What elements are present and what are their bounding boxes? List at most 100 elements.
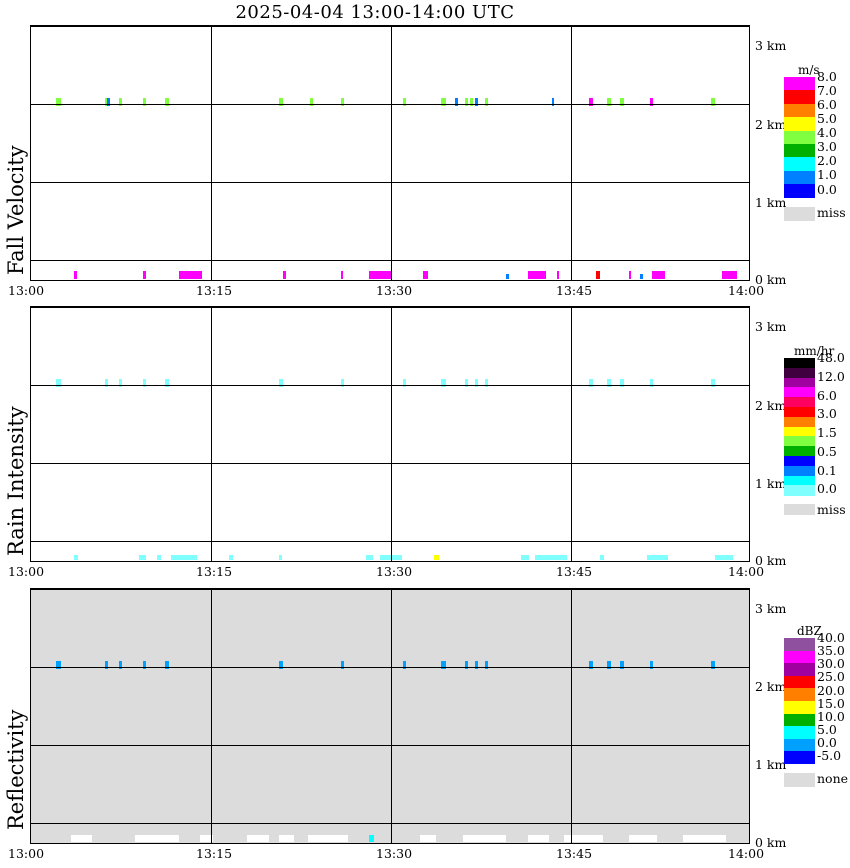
panel-2-xtick-4: 14:00 xyxy=(728,564,765,579)
panel-1-ylabel: Fall Velocity xyxy=(4,145,28,275)
colorbar-band xyxy=(784,650,815,664)
echo-cell-upper xyxy=(107,98,111,107)
colorbar-tick-label: 48.0 xyxy=(817,350,845,365)
colorbar-tick-label: 40.0 xyxy=(817,630,845,645)
echo-cell-upper xyxy=(650,379,654,388)
colorbar-tick-label: 4.0 xyxy=(817,125,837,141)
echo-cell-upper xyxy=(402,661,407,670)
echo-cell-upper xyxy=(310,98,313,107)
colorbar-tick-label: 3.0 xyxy=(817,406,837,422)
gridline-vertical xyxy=(391,589,392,843)
echo-cell-upper xyxy=(619,661,624,670)
echo-cell-surface xyxy=(715,555,733,560)
gridline-horizontal xyxy=(31,385,749,386)
echo-cell-upper xyxy=(619,379,624,388)
colorbar-band xyxy=(784,407,815,418)
echo-cell-surface xyxy=(563,835,604,842)
colorbar-tick-label: 1.0 xyxy=(817,167,837,183)
echo-cell-upper xyxy=(56,98,61,107)
echo-cell-surface xyxy=(535,555,568,560)
echo-cell-upper xyxy=(164,98,170,107)
colorbar-band xyxy=(784,416,815,428)
colorbar-tick-label: 3.0 xyxy=(817,139,837,155)
panel-1-ytick-2km: 2 km xyxy=(755,117,787,132)
echo-cell-upper xyxy=(105,661,109,670)
colorbar-tick-label: 6.0 xyxy=(817,97,837,113)
echo-cell-upper xyxy=(484,98,489,107)
colorbar-band xyxy=(784,701,815,715)
panel-3-ytick-3km: 3 km xyxy=(755,601,787,616)
echo-cell-upper xyxy=(589,661,593,670)
echo-cell-upper xyxy=(279,661,283,670)
panel-1-xtick-1: 13:15 xyxy=(196,283,233,298)
colorbar-3-title: dBZ xyxy=(797,624,822,638)
echo-cell-surface xyxy=(279,555,283,560)
panel-2-ytick-0km: 0 km xyxy=(755,553,787,568)
echo-cell-surface xyxy=(142,271,147,279)
colorbar-band xyxy=(784,713,815,727)
echo-cell-surface xyxy=(640,274,643,279)
colorbar-missing-swatch xyxy=(784,504,815,515)
panel-3-ylabel: Reflectivity xyxy=(4,709,28,830)
echo-cell-upper xyxy=(56,661,61,670)
echo-cell-surface xyxy=(520,555,530,560)
colorbar-band xyxy=(784,751,815,765)
echo-cell-upper xyxy=(441,661,447,670)
colorbar-tick-label: 7.0 xyxy=(817,83,837,99)
echo-cell-surface xyxy=(178,271,202,279)
echo-cell-upper xyxy=(142,379,147,388)
colorbar-tick-label: 0.0 xyxy=(817,481,837,497)
panel-1-xtick-3: 13:45 xyxy=(556,283,593,298)
panel-3-xtick-0: 13:00 xyxy=(8,846,45,861)
gridline-horizontal xyxy=(31,26,749,27)
echo-cell-upper xyxy=(650,661,654,670)
panel-1-ytick-0km: 0 km xyxy=(755,272,787,287)
echo-cell-surface xyxy=(628,835,658,842)
echo-cell-surface xyxy=(171,555,197,560)
echo-cell-surface xyxy=(340,271,344,279)
panel-2-ylabel: Rain Intensity xyxy=(4,406,28,556)
echo-cell-surface xyxy=(419,835,436,842)
colorbar-band xyxy=(784,675,815,689)
echo-cell-surface xyxy=(506,274,510,279)
panel-2-ytick-1km: 1 km xyxy=(755,476,787,491)
colorbar-band xyxy=(784,436,815,447)
colorbar-band xyxy=(784,738,815,752)
echo-cell-upper xyxy=(118,379,123,388)
colorbar-band xyxy=(784,367,815,379)
panel-1-ytick-1km: 1 km xyxy=(755,195,787,210)
panel-1-ytick-3km: 3 km xyxy=(755,38,787,53)
colorbar-band xyxy=(784,377,815,388)
echo-cell-upper xyxy=(164,661,170,670)
echo-cell-surface xyxy=(74,555,78,560)
panel-3-xtick-3: 13:45 xyxy=(556,846,593,861)
gridline-horizontal xyxy=(31,667,749,668)
colorbar-missing-label: miss xyxy=(817,204,846,220)
panel-3-xtick-1: 13:15 xyxy=(196,846,233,861)
panel-1-xtick-4: 14:00 xyxy=(728,283,765,298)
figure-title: 2025-04-04 13:00-14:00 UTC xyxy=(235,2,515,23)
colorbar-tick-label: 2.0 xyxy=(817,153,837,169)
colorbar-band xyxy=(784,726,815,740)
echo-cell-surface xyxy=(157,555,162,560)
echo-cell-upper xyxy=(465,98,469,107)
echo-cell-upper xyxy=(340,379,345,388)
colorbar-band xyxy=(784,77,815,91)
echo-cell-upper xyxy=(118,661,123,670)
echo-cell-surface xyxy=(628,271,632,279)
echo-cell-upper xyxy=(279,98,283,107)
echo-cell-surface xyxy=(722,271,737,279)
echo-cell-upper xyxy=(607,379,611,388)
gridline-vertical xyxy=(571,589,572,843)
colorbar-tick-label: 10.0 xyxy=(817,708,845,724)
gridline-vertical xyxy=(571,26,572,280)
echo-cell-upper xyxy=(470,98,474,107)
colorbar-band xyxy=(784,170,815,185)
echo-cell-surface xyxy=(434,555,439,560)
echo-cell-upper xyxy=(441,379,447,388)
echo-cell-surface xyxy=(463,835,507,842)
colorbar-band xyxy=(784,485,815,496)
echo-cell-upper xyxy=(484,661,489,670)
echo-cell-upper xyxy=(484,379,489,388)
